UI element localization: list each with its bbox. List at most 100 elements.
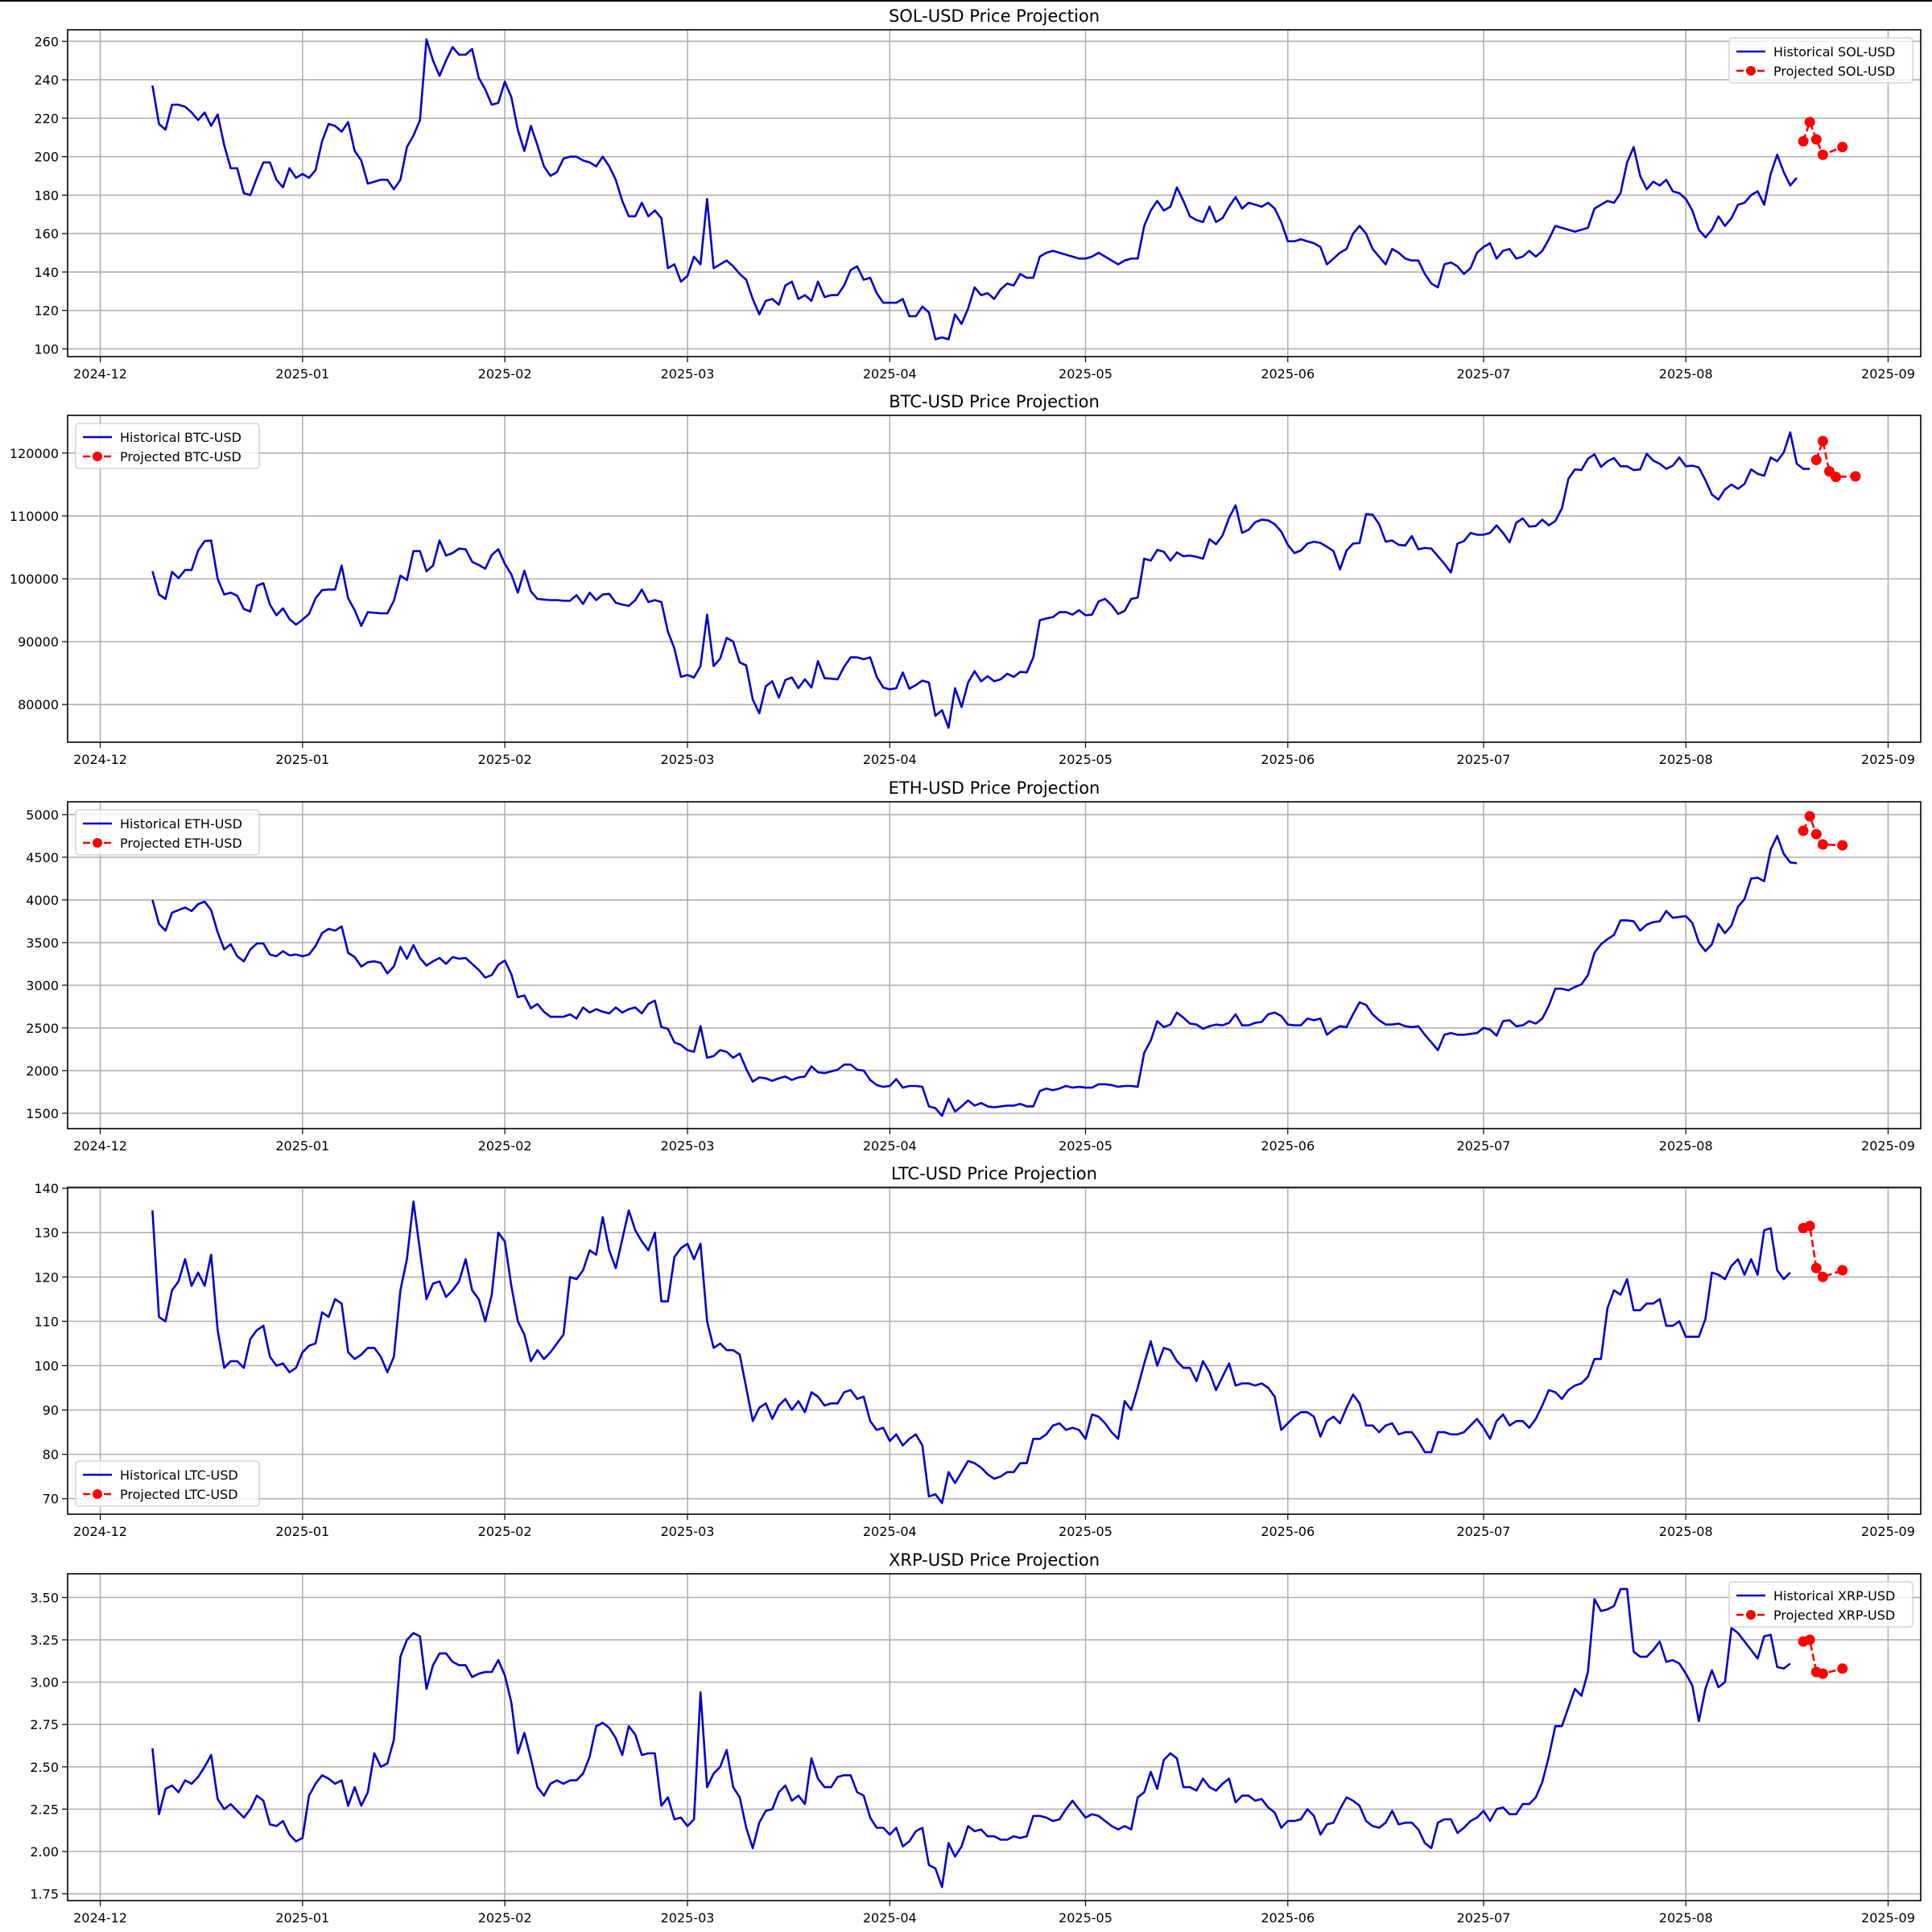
x-tick-label: 2025-03 — [661, 752, 715, 767]
chart-title: LTC-USD Price Projection — [891, 1164, 1097, 1183]
chart-panel: BTC-USD Price Projection 2024-12 2025-01 20… — [10, 392, 1922, 767]
y-tick-label: 90000 — [18, 634, 59, 650]
x-tick-label: 2025-06 — [1261, 366, 1315, 382]
chart-panel: XRP-USD Price Projection 2024-12 2025-01 20… — [30, 1550, 1922, 1926]
projected-point — [1804, 1220, 1815, 1232]
x-tick-label: 2025-04 — [863, 1910, 917, 1926]
legend-box — [1728, 37, 1913, 84]
x-tick-label: 2025-02 — [478, 752, 532, 767]
y-tick-label: 3000 — [26, 978, 59, 993]
x-tick-label: 2025-04 — [863, 752, 917, 767]
y-tick-label: 200 — [34, 150, 59, 165]
legend-label-projected: Projected XRP-USD — [1773, 1608, 1895, 1623]
y-tick-label: 90 — [43, 1403, 59, 1418]
y-tick-label: 3.25 — [30, 1633, 59, 1648]
y-tick-label: 4000 — [26, 893, 59, 908]
x-tick-label: 2025-07 — [1456, 752, 1510, 767]
x-tick-label: 2025-09 — [1861, 366, 1915, 382]
projected-point — [1837, 840, 1848, 851]
series-line-historical — [151, 1587, 1791, 1889]
x-tick-label: 2025-04 — [863, 1524, 917, 1539]
y-tick-label: 120000 — [10, 446, 59, 461]
y-tick-label: 160 — [34, 226, 59, 242]
projected-point — [1817, 1271, 1828, 1282]
x-tick-label: 2024-12 — [73, 1524, 127, 1539]
x-tick-label: 2025-05 — [1059, 752, 1113, 767]
y-tick-label: 2.25 — [30, 1802, 59, 1817]
legend-label-historical: Historical XRP-USD — [1773, 1588, 1895, 1604]
x-tick-label: 2025-07 — [1456, 1524, 1510, 1539]
chart-panel: SOL-USD Price Projection 2024-12 2025-01 20… — [34, 6, 1922, 382]
legend-label-historical: Historical LTC-USD — [120, 1468, 238, 1483]
x-tick-label: 2025-01 — [275, 1524, 329, 1539]
x-tick-label: 2025-08 — [1659, 366, 1713, 382]
x-tick-label: 2025-03 — [661, 1910, 715, 1926]
y-tick-label: 120 — [34, 303, 59, 319]
chart-title: XRP-USD Price Projection — [889, 1550, 1100, 1570]
legend: Historical BTC-USD Projected BTC-USD — [75, 423, 260, 469]
series-line-historical — [151, 1200, 1791, 1505]
y-tick-label: 4500 — [26, 850, 59, 865]
chart-title: BTC-USD Price Projection — [889, 392, 1100, 411]
legend-box — [75, 423, 260, 469]
legend-marker-projected — [93, 452, 102, 461]
x-tick-label: 2025-05 — [1059, 1910, 1113, 1926]
x-tick-label: 2025-08 — [1659, 1138, 1713, 1154]
legend-marker-projected — [93, 838, 102, 848]
legend: Historical LTC-USD Projected LTC-USD — [75, 1460, 260, 1507]
y-tick-label: 140 — [34, 1181, 59, 1196]
projected-point — [1817, 149, 1828, 160]
x-tick-label: 2024-12 — [73, 366, 127, 382]
legend-label-projected: Projected BTC-USD — [120, 449, 242, 464]
projected-point — [1837, 1663, 1848, 1674]
projected-point — [1804, 117, 1815, 128]
series-line-projected — [1802, 118, 1843, 156]
x-tick-label: 2025-09 — [1861, 1138, 1915, 1154]
x-tick-label: 2025-04 — [863, 366, 917, 382]
y-tick-label: 2.00 — [30, 1844, 59, 1860]
legend-box — [75, 1460, 260, 1507]
projected-point — [1798, 825, 1809, 836]
x-tick-label: 2025-01 — [275, 366, 329, 382]
legend: Historical XRP-USD Projected XRP-USD — [1728, 1581, 1913, 1628]
y-tick-label: 100 — [34, 341, 59, 357]
x-tick-label: 2025-05 — [1059, 1138, 1113, 1154]
series-line-projected — [1802, 1224, 1843, 1278]
y-tick-label: 260 — [34, 34, 59, 49]
projected-point — [1831, 472, 1842, 483]
axes-frame — [67, 29, 1922, 357]
y-tick-label: 2.50 — [30, 1760, 59, 1775]
legend-marker-projected — [1746, 66, 1756, 76]
x-tick-label: 2024-12 — [73, 1910, 127, 1926]
x-tick-label: 2025-06 — [1261, 752, 1315, 767]
x-tick-label: 2025-01 — [275, 1138, 329, 1154]
x-tick-label: 2025-02 — [478, 366, 532, 382]
y-tick-label: 3.50 — [30, 1590, 59, 1605]
x-tick-label: 2025-05 — [1059, 1524, 1113, 1539]
x-tick-label: 2025-07 — [1456, 1138, 1510, 1154]
projected-point — [1804, 1634, 1815, 1645]
x-tick-label: 2025-06 — [1261, 1910, 1315, 1926]
chart-title: ETH-USD Price Projection — [889, 778, 1100, 798]
projected-point — [1798, 136, 1809, 147]
projected-point — [1837, 142, 1848, 153]
legend-marker-projected — [93, 1489, 102, 1499]
x-tick-label: 2025-01 — [275, 752, 329, 767]
chart-panel: LTC-USD Price Projection 2024-12 2025-01 20… — [34, 1164, 1922, 1539]
x-tick-label: 2024-12 — [73, 752, 127, 767]
legend-label-historical: Historical BTC-USD — [120, 430, 242, 445]
projected-point — [1810, 828, 1822, 840]
x-tick-label: 2025-03 — [661, 1138, 715, 1154]
y-tick-label: 1.75 — [30, 1887, 59, 1902]
x-tick-label: 2025-04 — [863, 1138, 917, 1154]
x-tick-label: 2025-02 — [478, 1524, 532, 1539]
legend-box — [75, 809, 260, 856]
legend: Historical SOL-USD Projected SOL-USD — [1728, 37, 1913, 84]
x-tick-label: 2025-08 — [1659, 752, 1713, 767]
y-tick-label: 100000 — [10, 572, 59, 587]
y-tick-label: 70 — [43, 1492, 59, 1507]
series-line-projected — [1815, 437, 1856, 478]
y-tick-label: 2500 — [26, 1021, 59, 1036]
x-tick-label: 2025-08 — [1659, 1524, 1713, 1539]
x-tick-label: 2025-08 — [1659, 1910, 1713, 1926]
